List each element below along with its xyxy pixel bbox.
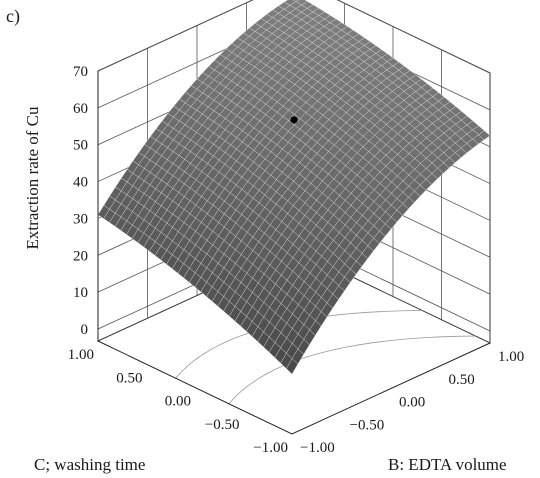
surface-cell xyxy=(295,0,308,6)
surface-cell xyxy=(292,0,299,2)
c-tick-label: 0.00 xyxy=(165,394,191,410)
front-box-edges xyxy=(97,71,491,435)
c-tick-label: 0.50 xyxy=(116,370,142,386)
response-surface xyxy=(97,0,491,375)
z-axis-label: Extraction rate of Cu xyxy=(23,106,42,250)
b-tick-label: 1.00 xyxy=(498,349,524,365)
b-tick-label: −1.00 xyxy=(300,440,335,456)
c-axis-label: C; washing time xyxy=(34,455,145,474)
z-tick-label: 20 xyxy=(73,248,88,264)
tick-labels: 70 60 50 40 30 20 10 0 1.00 0.50 0.00 −0.50 −1.00 1.0… xyxy=(68,64,525,456)
panel-label: c) xyxy=(6,6,20,27)
c-tick-label: 1.00 xyxy=(68,347,94,363)
z-tick-label: 30 xyxy=(73,211,88,227)
z-tick-label: 40 xyxy=(73,175,88,191)
c-tick-label: −0.50 xyxy=(205,417,240,433)
z-tick-label: 70 xyxy=(73,64,88,80)
z-tick-label: 50 xyxy=(73,138,88,154)
b-tick-label: 0.00 xyxy=(399,395,425,411)
c-tick-label: −1.00 xyxy=(253,440,288,456)
z-tick-label: 0 xyxy=(81,322,89,338)
b-tick-label: −0.50 xyxy=(350,417,385,433)
b-axis-label: B: EDTA volume xyxy=(388,455,507,474)
z-tick-label: 60 xyxy=(73,101,88,117)
design-point xyxy=(290,116,298,124)
b-tick-label: 0.50 xyxy=(449,372,475,388)
z-tick-label: 10 xyxy=(73,285,88,301)
z-gridline xyxy=(97,0,491,74)
base-front-edges xyxy=(97,340,491,435)
floor-contour xyxy=(228,335,476,405)
